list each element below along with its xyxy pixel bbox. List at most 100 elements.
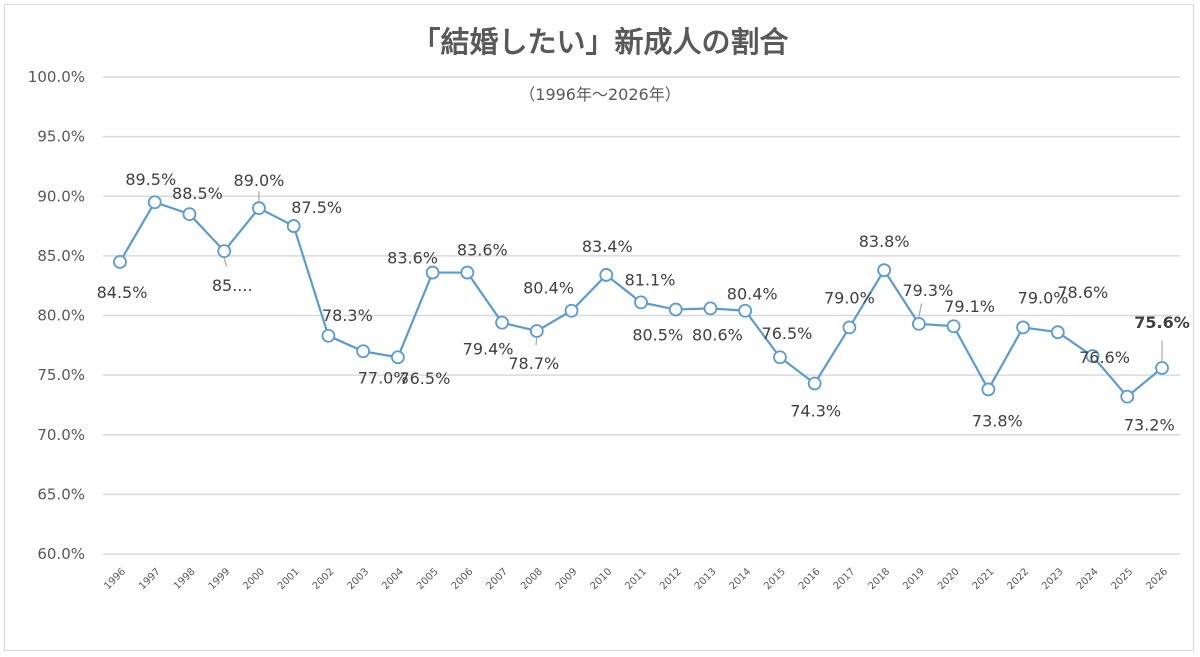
x-tick-label: 2016	[797, 566, 823, 592]
chart-frame	[4, 4, 1194, 651]
x-tick-label: 2014	[728, 566, 754, 592]
data-label: 79.1%	[944, 297, 995, 316]
data-label: 74.3%	[790, 401, 841, 420]
data-label: 80.4%	[727, 285, 778, 304]
data-label: 79.3%	[902, 281, 953, 300]
data-label: 85....	[212, 276, 253, 295]
data-label: 78.6%	[1057, 283, 1108, 302]
data-point	[1050, 325, 1065, 340]
y-tick-label: 95.0%	[37, 128, 85, 146]
x-tick-label: 1998	[172, 566, 198, 592]
data-point	[738, 303, 753, 318]
data-label: 89.5%	[125, 170, 176, 189]
x-tick-label: 2015	[762, 566, 788, 592]
data-label: 79.0%	[824, 288, 875, 307]
data-point	[1155, 361, 1169, 375]
data-point	[911, 316, 926, 331]
x-tick-label: 2024	[1075, 566, 1101, 592]
data-label: 83.6%	[387, 249, 438, 268]
data-point	[147, 195, 162, 210]
y-tick-label: 65.0%	[37, 485, 85, 503]
data-label: 76.5%	[762, 324, 813, 343]
data-point	[182, 207, 197, 222]
y-tick-label: 80.0%	[37, 307, 85, 325]
data-point	[390, 350, 405, 365]
chart-title: 「結婚したい」新成人の割合	[411, 25, 788, 59]
x-tick-label: 2006	[450, 566, 476, 592]
data-label: 87.5%	[291, 198, 342, 217]
data-label: 76.6%	[1079, 348, 1130, 367]
data-point	[564, 303, 579, 318]
x-tick-label: 2023	[1040, 566, 1066, 592]
leader-line	[918, 303, 923, 317]
y-tick-label: 90.0%	[37, 187, 85, 205]
x-tick-label: 2000	[241, 566, 267, 592]
data-point	[668, 302, 683, 317]
x-tick-label: 2008	[519, 566, 545, 592]
data-label: 80.4%	[523, 279, 574, 298]
x-tick-label: 2026	[1144, 566, 1170, 592]
data-label: 78.3%	[322, 306, 373, 325]
x-tick-label: 1996	[102, 566, 128, 592]
data-point	[842, 320, 857, 335]
data-label: 83.4%	[582, 237, 633, 256]
data-point	[460, 265, 475, 280]
data-point	[877, 263, 892, 278]
data-point	[1120, 389, 1135, 404]
data-label: 89.0%	[234, 171, 285, 190]
x-tick-label: 2018	[866, 566, 892, 592]
data-point	[425, 265, 440, 280]
data-point	[1085, 349, 1100, 363]
data-point	[599, 268, 614, 282]
leader-line	[223, 257, 228, 267]
x-tick-label: 2010	[589, 566, 615, 592]
y-tick-label: 85.0%	[37, 247, 85, 265]
y-tick-label: 100.0%	[28, 68, 85, 86]
y-tick-label: 60.0%	[37, 545, 85, 563]
data-label: 79.4%	[463, 340, 514, 359]
data-point	[981, 382, 996, 397]
x-tick-label: 2012	[658, 566, 684, 592]
data-label: 73.8%	[972, 411, 1023, 430]
y-tick-label: 70.0%	[37, 426, 85, 444]
x-tick-label: 2003	[345, 566, 371, 592]
data-label: 88.5%	[172, 184, 223, 203]
x-tick-label: 2017	[832, 566, 858, 592]
data-label: 81.1%	[625, 270, 676, 289]
x-tick-label: 2022	[1005, 566, 1031, 592]
x-tick-label: 2002	[311, 566, 337, 592]
data-point	[634, 295, 648, 310]
data-label: 84.5%	[97, 283, 148, 302]
x-tick-label: 2025	[1110, 566, 1136, 592]
x-tick-label: 2005	[415, 566, 441, 592]
data-label: 77.0%	[358, 368, 409, 387]
data-label: 80.6%	[692, 325, 743, 344]
x-tick-label: 2021	[971, 566, 997, 592]
data-label: 80.5%	[632, 326, 683, 345]
data-label: 79.0%	[1018, 288, 1069, 307]
x-tick-label: 1999	[207, 566, 233, 592]
data-point	[946, 319, 961, 334]
data-point	[217, 244, 232, 259]
x-tick-label: 2004	[380, 566, 406, 592]
data-point	[252, 201, 266, 216]
data-point	[495, 315, 509, 330]
x-tick-label: 1997	[137, 566, 163, 592]
data-point	[113, 254, 127, 269]
data-point	[321, 328, 336, 343]
data-point	[529, 324, 544, 338]
x-tick-label: 2013	[693, 566, 719, 592]
data-point	[703, 301, 718, 316]
leader-line	[535, 337, 538, 346]
data-label: 83.6%	[457, 241, 508, 260]
x-tick-label: 2009	[554, 566, 580, 592]
data-point	[1016, 320, 1030, 335]
data-label: 73.2%	[1124, 416, 1175, 435]
y-tick-label: 75.0%	[37, 366, 85, 384]
x-tick-label: 2011	[623, 566, 649, 592]
data-label: 76.5%	[399, 369, 450, 388]
data-label: 83.8%	[859, 232, 910, 251]
data-label: 78.7%	[508, 354, 559, 373]
data-label: 75.6%	[1134, 313, 1190, 332]
data-point	[286, 219, 301, 233]
